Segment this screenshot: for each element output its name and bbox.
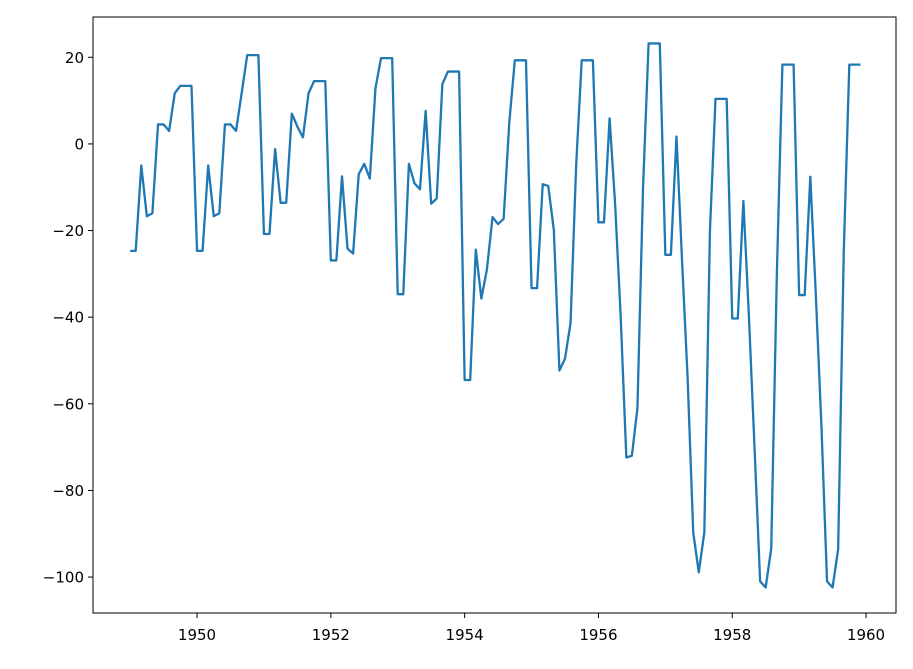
data-line — [130, 42, 861, 589]
x-tick-label: 1956 — [579, 626, 617, 644]
y-tick-label: −20 — [52, 222, 84, 240]
x-tick-label: 1950 — [178, 626, 216, 644]
x-tick-label: 1954 — [446, 626, 484, 644]
y-tick-label: −100 — [43, 569, 84, 587]
y-tick-label: −40 — [52, 309, 84, 327]
plot-frame — [92, 16, 897, 614]
x-tick-label: 1960 — [847, 626, 885, 644]
y-tick-label: 20 — [65, 49, 84, 67]
x-tick-label: 1952 — [312, 626, 350, 644]
y-tick-label: 0 — [74, 135, 84, 153]
x-tick-label: 1958 — [713, 626, 751, 644]
y-tick-label: −60 — [52, 395, 84, 413]
y-tick-label: −80 — [52, 482, 84, 500]
